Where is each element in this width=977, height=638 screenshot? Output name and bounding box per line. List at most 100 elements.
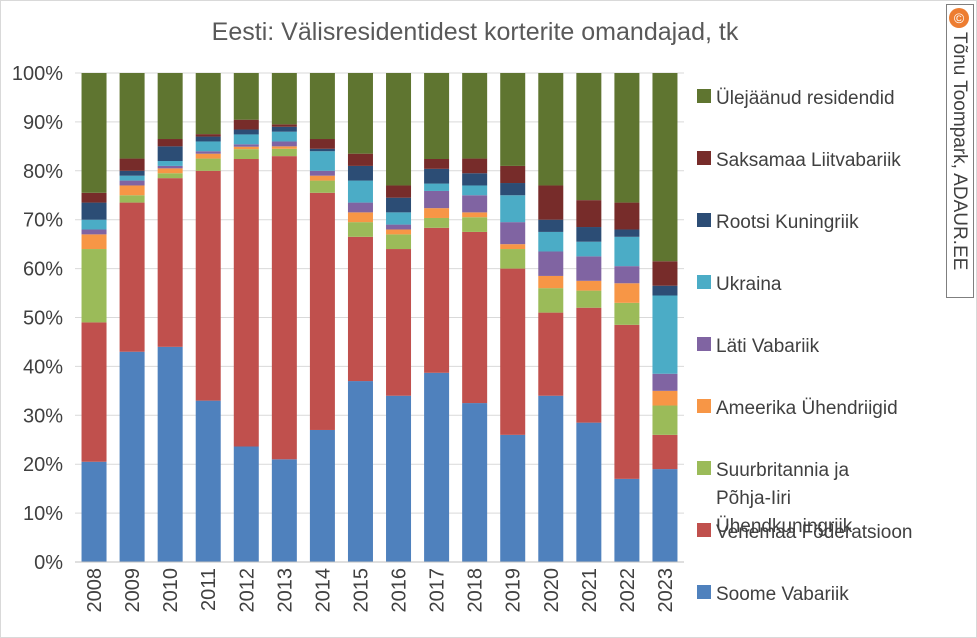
bar-segment: [81, 73, 107, 193]
bar-segment: [652, 295, 678, 374]
bar-segment: [157, 346, 183, 562]
bar-segment: [386, 395, 412, 562]
bar-segment: [195, 134, 221, 137]
bar-segment: [233, 129, 259, 135]
bar-segment: [347, 236, 373, 382]
bar-segment: [233, 446, 259, 562]
bar-segment: [195, 141, 221, 152]
y-tick-label: 50%: [23, 308, 63, 330]
bar-segment: [233, 149, 259, 160]
bar-segment: [271, 124, 297, 127]
y-tick-label: 60%: [23, 259, 63, 281]
bar-segment: [614, 73, 640, 203]
bar-segment: [119, 351, 145, 562]
bar-segment: [652, 405, 678, 435]
legend-label: Läti Vabariik: [716, 336, 820, 357]
legend: Ülejäänud residendid Saksamaa Liitvabarii…: [697, 88, 912, 605]
bar-segment: [195, 136, 221, 142]
credit-text: © Tõnu Toompark, ADAUR.EE: [948, 8, 970, 294]
x-tick-label: 2016: [389, 568, 411, 613]
bar-segment: [462, 173, 488, 186]
y-tick-label: 10%: [23, 503, 63, 525]
bar-segment: [119, 185, 145, 196]
bar-segment: [195, 158, 221, 171]
legend-swatch: [697, 275, 711, 289]
bar-segment: [119, 180, 145, 186]
bar-segment: [614, 478, 640, 562]
bar-segment: [157, 165, 183, 169]
axes: 0% 10% 20% 30% 40% 50% 60% 70% 80% 90% 100% 2008 200…: [12, 63, 684, 613]
legend-label: Ülejäänud residendid: [716, 88, 895, 109]
x-tick-label: 2008: [84, 568, 106, 613]
bar-segment: [233, 159, 259, 447]
legend-swatch: [697, 213, 711, 227]
bar-segment: [347, 222, 373, 237]
x-tick-label: 2013: [274, 568, 296, 613]
bar-segment: [271, 141, 297, 147]
bar-segment: [233, 146, 259, 150]
bar-segment: [500, 268, 526, 435]
bar-segment: [500, 249, 526, 269]
bar-segment: [538, 288, 564, 313]
bar-segment: [652, 73, 678, 262]
legend-swatch: [697, 151, 711, 165]
legend-swatch: [697, 523, 711, 537]
bar-segment: [347, 73, 373, 154]
bar-segment: [386, 185, 412, 198]
bar-segment: [652, 434, 678, 470]
bar-segment: [538, 219, 564, 232]
bar-segment: [652, 285, 678, 296]
x-tick-label: 2014: [312, 568, 334, 613]
y-tick-label: 30%: [23, 405, 63, 427]
y-tick-label: 90%: [23, 112, 63, 134]
bar-segment: [614, 236, 640, 267]
bar-segment: [500, 183, 526, 196]
bar-segment: [233, 144, 259, 147]
bar-segment: [424, 183, 450, 191]
y-tick-label: 0%: [34, 552, 63, 574]
bar-segment: [576, 241, 602, 257]
bar-segment: [500, 222, 526, 245]
bar-segment: [386, 212, 412, 225]
bar-segment: [233, 73, 259, 120]
bar-segment: [119, 175, 145, 181]
bar-segment: [386, 73, 412, 186]
bar-segment: [462, 158, 488, 174]
bar-segment: [500, 195, 526, 223]
bar-segment: [576, 256, 602, 281]
bar-segment: [614, 283, 640, 303]
bar-segment: [157, 161, 183, 166]
bar-segment: [309, 151, 335, 171]
bar-segment: [81, 229, 107, 235]
bar-segment: [462, 195, 488, 213]
bar-segment: [119, 73, 145, 159]
bar-segment: [157, 146, 183, 162]
bar-segment: [347, 202, 373, 213]
bar-segment: [538, 251, 564, 276]
y-tick-label: 70%: [23, 210, 63, 232]
y-tick-label: 20%: [23, 454, 63, 476]
bar-segment: [271, 146, 297, 149]
bar-segment: [614, 302, 640, 325]
x-tick-label: 2021: [579, 568, 601, 613]
bar-segment: [538, 185, 564, 220]
bar-segment: [271, 73, 297, 125]
bar-segment: [500, 73, 526, 166]
legend-label: Ukraina: [716, 274, 782, 295]
bar-segment: [500, 165, 526, 184]
bar-segment: [462, 217, 488, 232]
legend-label: Saksamaa Liitvabariik: [716, 150, 901, 171]
bar-segment: [233, 119, 259, 130]
bar-segment: [195, 153, 221, 159]
bar-segment: [386, 249, 412, 396]
bar-segment: [347, 180, 373, 203]
bar-segment: [81, 192, 107, 203]
bar-segment: [347, 153, 373, 166]
bar-segment: [462, 73, 488, 159]
x-tick-label: 2017: [427, 568, 449, 613]
bar-segment: [309, 139, 335, 149]
bars: [81, 73, 678, 562]
bar-segment: [309, 73, 335, 140]
bar-segment: [81, 249, 107, 323]
bar-segment: [347, 381, 373, 562]
